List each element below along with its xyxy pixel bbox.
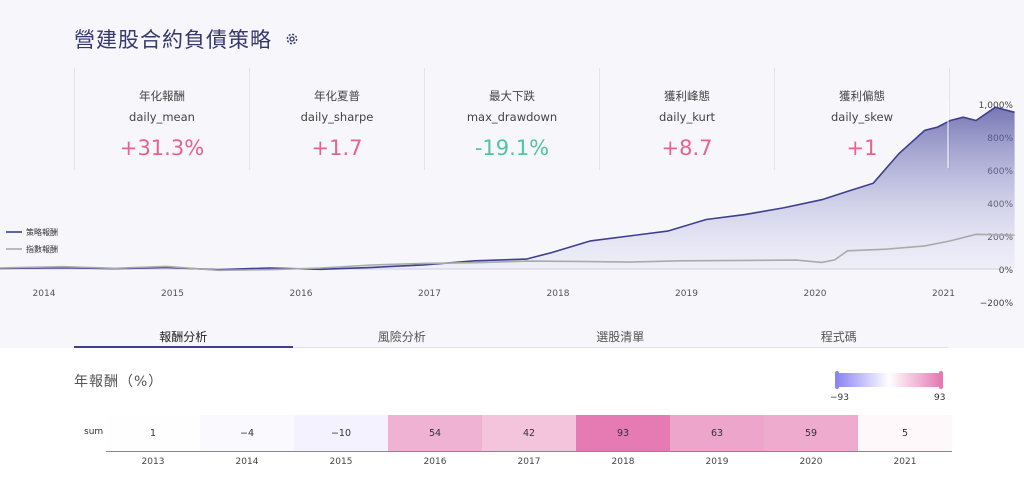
- heatmap-cell[interactable]: 5: [858, 415, 952, 451]
- x-tick-label: 2016: [290, 289, 313, 299]
- metric-key: daily_sharpe: [300, 110, 374, 124]
- metric-daily_skew: 獲利偏態 daily_skew +1: [774, 68, 950, 170]
- index-line: [0, 233, 1015, 272]
- y-tick-label: 1,000%: [979, 101, 1014, 111]
- scale-min-handle[interactable]: [835, 371, 839, 389]
- x-tick-label: 2014: [33, 289, 56, 299]
- strategy-area: [0, 107, 1015, 270]
- heatmap-year-label: 2014: [235, 457, 259, 467]
- tab-3[interactable]: 程式碼: [729, 324, 948, 348]
- metrics-row: 年化報酬 daily_mean +31.3% 年化夏普 daily_sharpe +1.7…: [74, 68, 950, 170]
- scale-max-label: 93: [934, 393, 946, 403]
- annual-return-title: 年報酬（%）: [74, 374, 164, 390]
- metric-daily_kurt: 獲利峰態 daily_kurt +8.7: [599, 68, 774, 170]
- metric-label: 獲利偏態: [839, 89, 885, 103]
- metric-value: +31.3%: [119, 136, 205, 160]
- metric-key: daily_skew: [830, 110, 893, 124]
- x-tick-label: 2019: [675, 289, 698, 299]
- y-tick-label: 0%: [999, 266, 1014, 276]
- heatmap-year-label: 2015: [329, 457, 353, 467]
- x-tick-label: 2021: [932, 289, 955, 299]
- heatmap-year-label: 2017: [517, 457, 541, 467]
- metric-label: 獲利峰態: [664, 89, 710, 103]
- page-title: 營建股合約負債策略: [74, 28, 272, 52]
- x-tick-label: 2015: [161, 289, 184, 299]
- metric-value: +1: [846, 136, 878, 160]
- heatmap-cell[interactable]: 59: [764, 415, 858, 451]
- heatmap-year-label: 2021: [893, 457, 917, 467]
- metric-key: max_drawdown: [466, 110, 558, 124]
- metric-value: +8.7: [661, 136, 713, 160]
- scale-min-label: −93: [830, 393, 849, 403]
- metric-max_drawdown: 最大下跌 max_drawdown -19.1%: [424, 68, 599, 170]
- gear-icon[interactable]: [284, 31, 300, 47]
- heatmap-year-labels: 2013 2014 2015 2016 2017 2018 2019 2020 2021: [106, 457, 952, 467]
- heatmap-year-label: 2016: [423, 457, 447, 467]
- heatmap-cell[interactable]: −10: [294, 415, 388, 451]
- metric-label: 年化報酬: [139, 89, 185, 103]
- title-row: 營建股合約負債策略: [74, 24, 300, 54]
- metric-label: 最大下跌: [489, 89, 535, 103]
- x-tick-label: 2020: [804, 289, 827, 299]
- metric-daily_sharpe: 年化夏普 daily_sharpe +1.7: [249, 68, 424, 170]
- strategy-panel: [0, 0, 1024, 348]
- metric-value: +1.7: [311, 136, 363, 160]
- heatmap-year-label: 2018: [611, 457, 635, 467]
- heatmap-year-label: 2020: [799, 457, 823, 467]
- annual-return-heatmap: 1 −4 −10 54 42 93 63 59 5: [106, 415, 952, 451]
- heatmap-cell[interactable]: 42: [482, 415, 576, 451]
- heatmap-cell[interactable]: 54: [388, 415, 482, 451]
- metric-value: -19.1%: [474, 136, 550, 160]
- tab-bar: 報酬分析 風險分析 選股清單 程式碼: [74, 324, 948, 348]
- color-scale[interactable]: [835, 371, 943, 389]
- cumulative-return-chart: 1,000%800%600%400%200%0%−200%20142015201…: [0, 100, 1015, 309]
- metric-key: daily_kurt: [658, 110, 716, 124]
- metric-key: daily_mean: [129, 110, 195, 124]
- x-tick-label: 2018: [547, 289, 570, 299]
- y-tick-label: −200%: [980, 299, 1014, 309]
- scale-max-handle[interactable]: [939, 371, 943, 389]
- legend-strategy-label: 策略報酬: [26, 227, 58, 237]
- metric-daily_mean: 年化報酬 daily_mean +31.3%: [74, 68, 249, 170]
- heatmap-cell[interactable]: −4: [200, 415, 294, 451]
- heatmap-row-label: sum: [84, 427, 104, 437]
- heatmap-year-label: 2019: [705, 457, 729, 467]
- heatmap-cell[interactable]: 93: [576, 415, 670, 451]
- heatmap-year-label: 2013: [141, 457, 165, 467]
- legend-index-label: 指數報酬: [26, 244, 58, 254]
- tab-0[interactable]: 報酬分析: [74, 324, 293, 348]
- tab-2[interactable]: 選股清單: [511, 324, 730, 348]
- heatmap-cell[interactable]: 63: [670, 415, 764, 451]
- metric-label: 年化夏普: [314, 89, 360, 103]
- tab-1[interactable]: 風險分析: [292, 324, 511, 348]
- strategy-line: [0, 106, 1015, 271]
- heatmap-cell[interactable]: 1: [106, 415, 200, 451]
- heatmap-axis: [106, 451, 952, 452]
- x-tick-label: 2017: [418, 289, 441, 299]
